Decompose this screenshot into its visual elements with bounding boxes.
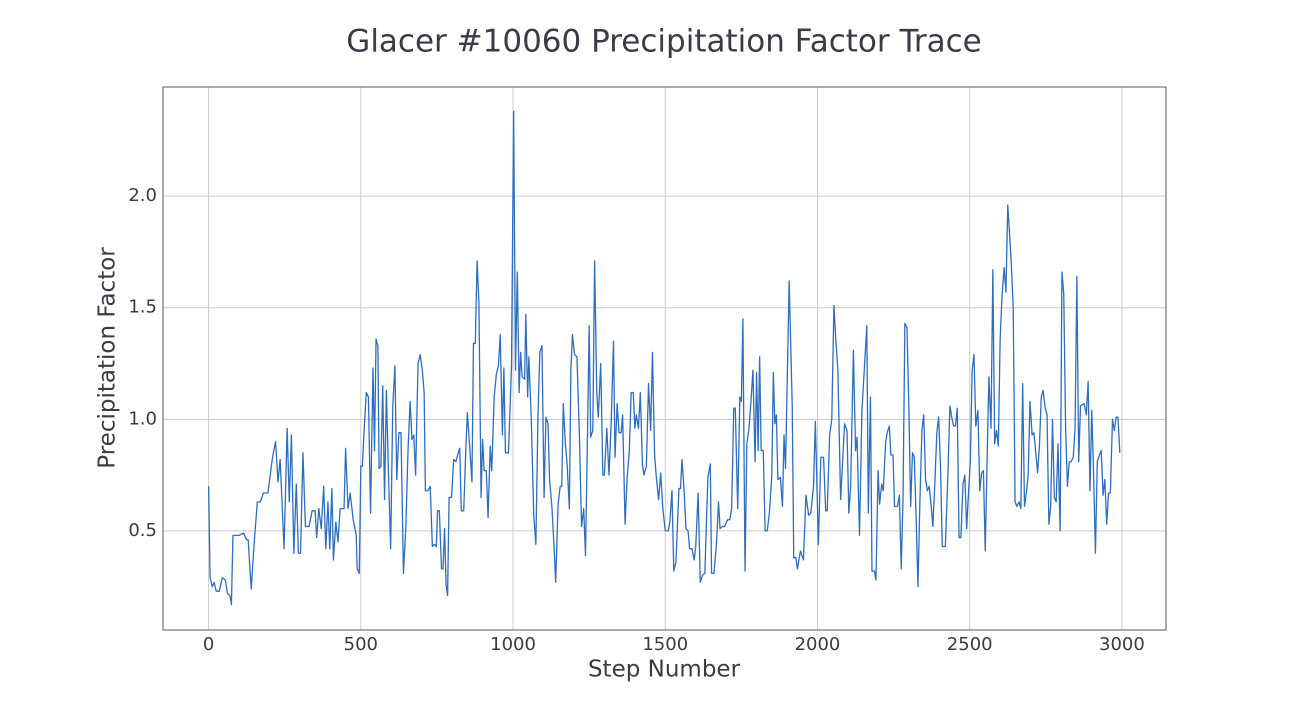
x-tick-label: 0 — [203, 634, 214, 655]
data-line — [207, 110, 1121, 606]
y-axis-label: Precipitation Factor — [95, 247, 121, 469]
plot-frame — [162, 86, 1167, 631]
x-tick-label: 2000 — [795, 634, 841, 655]
x-tick-label: 1500 — [642, 634, 688, 655]
x-tick-label: 3000 — [1099, 634, 1145, 655]
y-tick-label: 2.0 — [128, 185, 157, 206]
y-tick-label: 0.5 — [128, 520, 157, 541]
x-tick-label: 500 — [344, 634, 378, 655]
x-tick-label: 2500 — [947, 634, 993, 655]
chart-title: Glacer #10060 Precipitation Factor Trace — [346, 24, 981, 60]
x-tick-label: 1000 — [490, 634, 536, 655]
x-axis-label: Step Number — [588, 657, 741, 683]
y-tick-label: 1.5 — [128, 297, 157, 318]
y-tick-label: 1.0 — [128, 408, 157, 429]
